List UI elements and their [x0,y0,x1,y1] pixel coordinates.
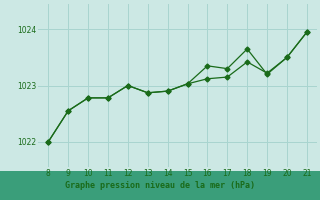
Text: Graphe pression niveau de la mer (hPa): Graphe pression niveau de la mer (hPa) [65,181,255,190]
